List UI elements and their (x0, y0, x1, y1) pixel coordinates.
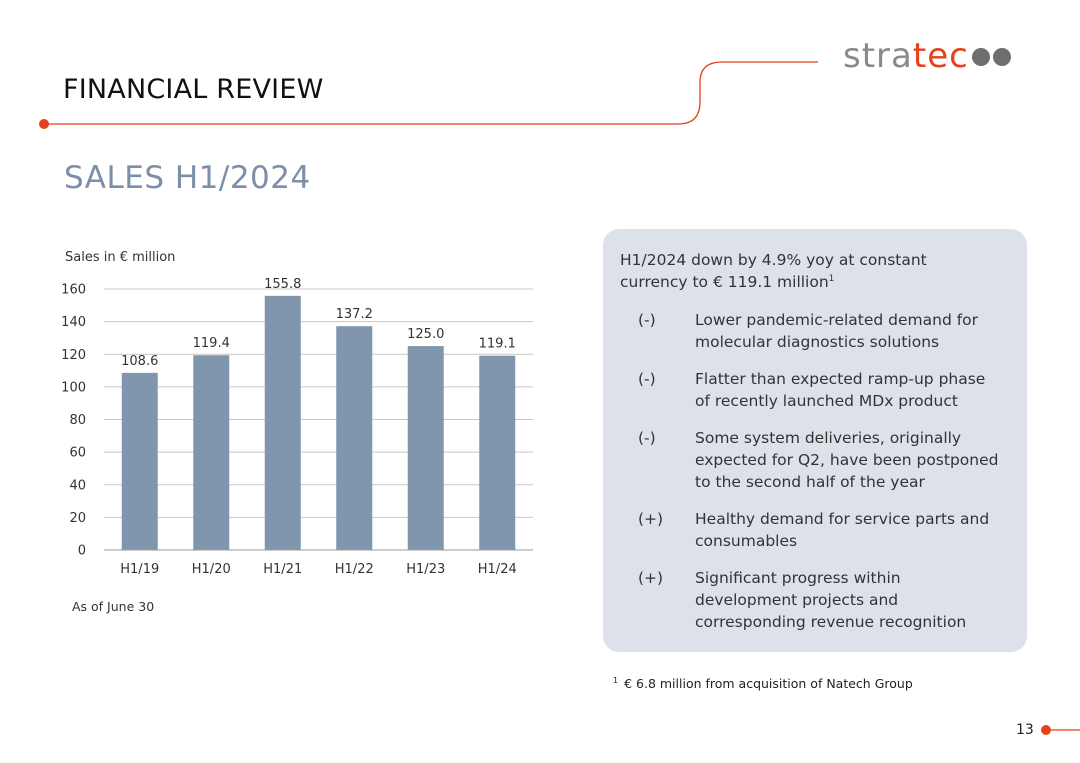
footer-red-dot (1041, 725, 1051, 735)
logo-text-stra: stra (843, 36, 913, 76)
y-tick-label: 100 (61, 380, 86, 395)
panel-intro: H1/2024 down by 4.9% yoy at constant cur… (620, 249, 999, 293)
y-tick-label: 60 (69, 446, 86, 461)
bullet-text: Significant progress within development … (695, 569, 967, 631)
header-red-line (44, 61, 818, 125)
panel-intro-footnote-marker: 1 (828, 274, 835, 284)
bullet-text: Flatter than expected ramp-up phase of r… (695, 370, 986, 410)
chart-unit-label: Sales in € million (65, 250, 176, 265)
bar (193, 355, 230, 550)
footnote: 1 € 6.8 million from acquisition of Natec… (613, 676, 913, 691)
bar (264, 295, 301, 550)
header-title: FINANCIAL REVIEW (63, 74, 324, 105)
bullet-item: (+) Significant progress within developm… (620, 567, 999, 633)
bullet-item: (-) Flatter than expected ramp-up phase … (620, 368, 999, 412)
x-tick-label: H1/24 (478, 562, 517, 577)
panel-intro-text: H1/2024 down by 4.9% yoy at constant cur… (620, 251, 927, 291)
x-tick-label: H1/22 (335, 562, 374, 577)
bar (121, 372, 158, 550)
data-label: 119.1 (479, 337, 516, 352)
bullet-sign: (+) (638, 510, 664, 528)
bullet-sign: (-) (638, 370, 656, 388)
y-tick-label: 160 (61, 283, 86, 298)
bullet-text: Lower pandemic-related demand for molecu… (695, 311, 979, 351)
x-tick-label: H1/20 (192, 562, 231, 577)
bullet-text: Healthy demand for service parts and con… (695, 510, 990, 550)
logo-dot-1 (971, 48, 990, 66)
footnote-text: € 6.8 million from acquisition of Natech… (624, 676, 913, 691)
stratec-logo: stratec (843, 36, 1011, 76)
x-tick-label: H1/23 (406, 562, 445, 577)
bar (336, 326, 373, 550)
y-tick-label: 20 (69, 511, 86, 526)
bullet-item: (-) Some system deliveries, originally e… (620, 427, 999, 493)
data-label: 137.2 (336, 307, 373, 322)
y-tick-label: 0 (78, 544, 86, 559)
bar (479, 355, 516, 550)
bullet-item: (+) Healthy demand for service parts and… (620, 508, 999, 552)
summary-panel: H1/2024 down by 4.9% yoy at constant cur… (603, 229, 1027, 652)
logo-dot-2 (992, 48, 1011, 66)
data-label: 108.6 (121, 354, 158, 369)
bullet-item: (-) Lower pandemic-related demand for mo… (620, 309, 999, 353)
header-red-dot (39, 119, 49, 129)
data-label: 125.0 (407, 327, 444, 342)
y-tick-label: 140 (61, 315, 86, 330)
page-number: 13 (1016, 722, 1034, 738)
chart-note: As of June 30 (72, 599, 155, 614)
bullet-text: Some system deliveries, originally expec… (695, 429, 999, 491)
data-label: 119.4 (193, 336, 230, 351)
sales-bar-chart: 0 20 40 60 80 100 120 140 160 108.6 H1/19 119.4 H1/2… (61, 277, 533, 577)
bar (407, 346, 444, 550)
logo-text-tec: tec (912, 36, 969, 76)
y-tick-label: 80 (69, 413, 86, 428)
y-tick-label: 120 (61, 348, 86, 363)
x-tick-label: H1/21 (263, 562, 302, 577)
bullet-sign: (-) (638, 311, 656, 329)
section-title: SALES H1/2024 (64, 160, 311, 196)
x-tick-label: H1/19 (120, 562, 159, 577)
data-label: 155.8 (264, 277, 301, 292)
y-tick-label: 40 (69, 478, 86, 493)
bullet-sign: (-) (638, 429, 656, 447)
footnote-marker: 1 (613, 676, 619, 685)
bullet-sign: (+) (638, 569, 664, 587)
